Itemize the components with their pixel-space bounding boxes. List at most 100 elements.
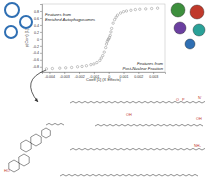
y-tick-mark: [40, 32, 42, 33]
point: [130, 9, 132, 11]
y-tick-label: 0.6: [34, 17, 39, 21]
y-tick-label: 0.8: [34, 10, 39, 14]
y-tick: -0.6: [33, 58, 42, 62]
x-axis-title: Coeff [1] (X Effects): [86, 77, 121, 82]
plot-frame: [42, 4, 165, 72]
y-tick-label: -0.2: [33, 44, 39, 48]
chain: [70, 101, 205, 103]
autophagosome-icon: [5, 26, 17, 38]
ring: [19, 154, 29, 166]
decorations: [5, 3, 205, 49]
x-tick: -0.003: [60, 72, 70, 79]
point: [81, 65, 83, 67]
point: [122, 10, 124, 12]
atom-label: N⁺: [198, 96, 203, 100]
y-tick-mark: [40, 39, 42, 40]
y-tick: 0.8: [34, 10, 42, 14]
y-tick-mark: [40, 25, 42, 26]
organelle-icon: [190, 5, 204, 19]
point: [145, 8, 147, 10]
atom-label: NH₂: [194, 144, 201, 148]
x-tick: 0.003: [149, 72, 158, 79]
point: [113, 18, 115, 20]
y-tick-mark: [40, 11, 42, 12]
point: [51, 67, 53, 69]
autophagosome-icon: [20, 16, 32, 28]
y-tick: -0.4: [33, 51, 42, 55]
y-tick: 0.4: [34, 24, 42, 28]
autophagosome-icon: [5, 3, 19, 17]
point: [45, 68, 47, 70]
point: [116, 14, 118, 16]
point: [105, 46, 107, 48]
x-tick: 0.002: [134, 72, 143, 79]
y-axis-line: [40, 5, 43, 73]
annotation: Features fromPost-Nuclear Fraction: [123, 61, 164, 71]
atom-label: HO: [4, 169, 10, 173]
point: [125, 10, 127, 12]
point: [70, 66, 72, 68]
atom-label: P: [182, 98, 185, 102]
y-tick-label: -0.6: [33, 58, 39, 62]
structures: [9, 101, 205, 176]
x-tick-label: -0.004: [45, 75, 55, 79]
point: [156, 7, 158, 9]
x-tick-label: 0.003: [149, 75, 158, 79]
y-tick-mark: [40, 53, 42, 54]
point: [103, 51, 105, 53]
point: [76, 66, 78, 68]
point: [90, 63, 92, 65]
y-tick: 0.2: [34, 31, 42, 35]
point: [93, 63, 95, 65]
y-tick-label: 0.2: [34, 31, 39, 35]
ring: [21, 140, 31, 152]
point: [85, 65, 87, 67]
point: [139, 8, 141, 10]
atom-label: O: [176, 98, 179, 102]
y-tick-label: 0: [37, 38, 39, 42]
point: [59, 67, 61, 69]
point: [105, 43, 107, 45]
chain: [70, 148, 205, 150]
y-tick-mark: [40, 18, 42, 19]
y-tick: 0.6: [34, 17, 42, 21]
point: [102, 54, 104, 56]
y-tick: -0.2: [33, 44, 42, 48]
x-tick-label: -0.002: [74, 75, 84, 79]
y-tick-label: -0.4: [33, 51, 39, 55]
chain: [46, 123, 64, 125]
x-tick-label: -0.003: [60, 75, 70, 79]
point: [119, 12, 121, 14]
y-tick-label: 0.4: [34, 24, 39, 28]
chain: [60, 174, 198, 176]
organelle-icon: [185, 39, 195, 49]
ring: [9, 160, 19, 172]
y-tick-label: -0.8: [33, 65, 39, 69]
point: [134, 8, 136, 10]
point: [99, 59, 101, 61]
chain: [95, 124, 203, 126]
point: [100, 57, 102, 59]
point: [150, 7, 152, 9]
y-tick-mark: [40, 60, 42, 61]
x-tick: -0.004: [45, 72, 55, 79]
y-axis-title: p(Corr) [1]: [24, 29, 29, 47]
point: [112, 22, 114, 24]
point: [109, 34, 111, 36]
organelle-icon: [193, 24, 205, 36]
point: [65, 67, 67, 69]
x-tick-label: 0.002: [134, 75, 143, 79]
y-tick-mark: [40, 46, 42, 47]
organelle-icon: [174, 22, 186, 34]
y-tick: 0: [37, 38, 42, 42]
atom-label: OH: [196, 117, 202, 121]
organelle-icon: [171, 3, 185, 17]
figure: -0.004-0.003-0.002-0.00100.0010.0020.003…: [0, 0, 212, 189]
y-axis: -0.8 -0.6 -0.4 -0.2 0 0.2 0.4 0.6 0.8: [33, 5, 43, 73]
arrow: [31, 70, 46, 102]
atom-label: OH: [126, 113, 132, 117]
point: [110, 31, 112, 33]
x-tick: -0.002: [74, 72, 84, 79]
point: [96, 61, 98, 63]
annotation: Features fromEnriched Autophagosomes: [45, 12, 96, 22]
